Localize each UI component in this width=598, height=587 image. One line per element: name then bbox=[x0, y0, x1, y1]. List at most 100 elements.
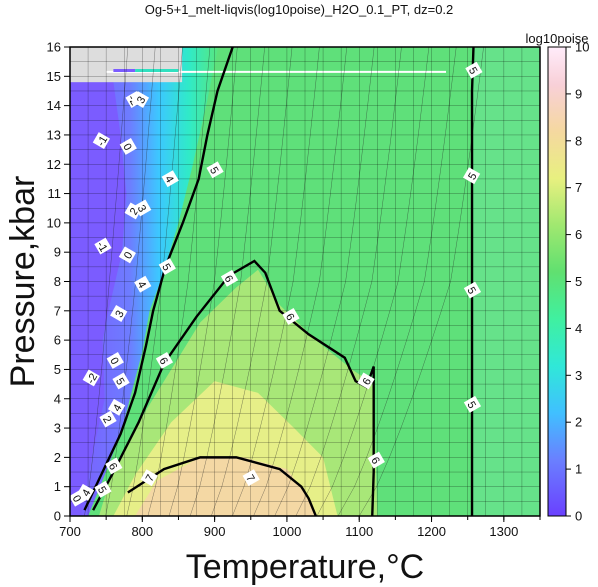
contour-label-text: 2 bbox=[128, 206, 141, 217]
contour-label-text: 6 bbox=[106, 461, 119, 472]
contour-label-text: 0 bbox=[70, 493, 83, 504]
contour-label-17: 6 bbox=[155, 351, 174, 369]
x-tick-label: 1000 bbox=[272, 524, 301, 539]
colorbar-tick-label: 7 bbox=[575, 180, 582, 195]
contour-label-12: 3 bbox=[110, 305, 128, 322]
x-tick-label: 1200 bbox=[417, 524, 446, 539]
contour-label-4: 4 bbox=[161, 170, 179, 188]
contour-label-text: 3 bbox=[135, 203, 148, 214]
contour-label-1: 0 bbox=[119, 137, 137, 155]
x-tick-label: 700 bbox=[59, 524, 81, 539]
contour-label-text: 0 bbox=[120, 142, 133, 153]
contour-label-23: 6 bbox=[105, 457, 123, 475]
contour-label-text: 7 bbox=[243, 473, 256, 484]
contour-label-3: 3 bbox=[131, 91, 150, 108]
contour-label-13: 6 bbox=[220, 269, 239, 287]
contour-label-20: 5 bbox=[112, 372, 130, 390]
contour-label-9: 0 bbox=[118, 246, 137, 264]
contour-label-text: 3 bbox=[113, 309, 126, 320]
axes: 700 800 900 1000 1100 1200 1300012345678910111… bbox=[47, 40, 541, 539]
y-tick-label: 15 bbox=[47, 69, 61, 84]
contour-label-15: 6 bbox=[357, 372, 375, 390]
contour-label-text: 5 bbox=[113, 376, 126, 387]
contour-7-2 bbox=[127, 456, 317, 516]
contour-label-text: 4 bbox=[80, 487, 93, 498]
y-tick-label: 9 bbox=[54, 245, 61, 260]
contour-label-text: 5 bbox=[464, 399, 477, 410]
y-tick-label: 6 bbox=[54, 333, 61, 348]
contour-label-text: 4 bbox=[162, 174, 175, 185]
contour-label-text: 5 bbox=[207, 165, 220, 176]
contour-label-text: 5 bbox=[466, 65, 479, 76]
contour-label-31: 5 bbox=[463, 281, 482, 299]
colorbar-tick-label: 10 bbox=[575, 40, 589, 55]
contour-label-26: 5 bbox=[94, 480, 112, 498]
contour-label-30: 5 bbox=[462, 167, 481, 185]
contour-label-5: 5 bbox=[206, 161, 224, 179]
contour-label-text: 6 bbox=[283, 312, 296, 323]
contour-label-28: 0 bbox=[69, 489, 87, 507]
y-tick-label: 8 bbox=[54, 274, 61, 289]
contour-label-text: 5 bbox=[95, 484, 108, 495]
contour-label-text: 6 bbox=[156, 355, 169, 366]
contour-label-14: 6 bbox=[282, 307, 300, 325]
contour-label-24: 7 bbox=[140, 469, 158, 487]
x-tick-label: 900 bbox=[204, 524, 226, 539]
contour-label-0: -1 bbox=[92, 132, 110, 149]
contour-label-text: 6 bbox=[368, 455, 381, 466]
y-tick-label: 5 bbox=[54, 362, 61, 377]
plot-area: -10-234523-1045366666-205426775405555700… bbox=[47, 40, 541, 539]
contour-label-text: 0 bbox=[107, 355, 120, 366]
y-tick-label: 0 bbox=[54, 509, 61, 524]
y-tick-label: 2 bbox=[54, 450, 61, 465]
y-tick-label: 14 bbox=[47, 98, 61, 113]
x-axis-label: Temperature,°C bbox=[186, 548, 424, 586]
contour-label-text: 3 bbox=[135, 95, 148, 106]
chart-title: Og-5+1_melt-liqvis(log10poise)_H2O_0.1_P… bbox=[145, 2, 454, 17]
field-nodata bbox=[70, 47, 183, 83]
contour-label-text: 7 bbox=[144, 473, 157, 484]
colorbar-tick-label: 2 bbox=[575, 415, 582, 430]
y-tick-label: 10 bbox=[47, 215, 61, 230]
contour-label-text: 6 bbox=[361, 376, 374, 387]
colorbar-tick-label: 6 bbox=[575, 227, 582, 242]
contour-label-16: 6 bbox=[367, 451, 385, 469]
colorbar-tick-label: 0 bbox=[575, 509, 582, 524]
contour-label-text: 6 bbox=[221, 273, 234, 284]
contour-label-text: 5 bbox=[159, 262, 172, 273]
contour-label-29: 5 bbox=[465, 61, 483, 79]
contour-label-25: 7 bbox=[242, 469, 260, 487]
colorbar-label: log10poise bbox=[526, 31, 589, 46]
y-tick-label: 7 bbox=[54, 303, 61, 318]
y-tick-label: 11 bbox=[48, 186, 62, 201]
contour-label-text: 4 bbox=[111, 402, 124, 413]
contour-label-8: -1 bbox=[94, 237, 112, 255]
colorbar-tick-label: 1 bbox=[575, 462, 582, 477]
y-tick-label: 1 bbox=[54, 479, 61, 494]
colorbar-tick-label: 9 bbox=[575, 86, 582, 101]
contour-label-text: 0 bbox=[122, 250, 135, 261]
contour-label-7: 3 bbox=[134, 199, 152, 217]
colorbar-gradient bbox=[547, 46, 567, 517]
y-tick-label: 16 bbox=[47, 40, 61, 55]
contour-5-0 bbox=[83, 47, 234, 511]
contour-label-text: 2 bbox=[100, 414, 113, 425]
y-tick-label: 3 bbox=[54, 421, 61, 436]
contour-label-21: 4 bbox=[107, 398, 126, 416]
colorbar-tick-label: 4 bbox=[575, 321, 582, 336]
y-axis-label: Pressure,kbar bbox=[4, 176, 42, 388]
contour-label-19: 0 bbox=[106, 351, 124, 369]
contour-label-10: 4 bbox=[134, 275, 152, 293]
y-tick-label: 13 bbox=[47, 127, 61, 142]
x-tick-label: 1300 bbox=[489, 524, 518, 539]
x-tick-label: 1100 bbox=[345, 524, 373, 539]
y-tick-label: 4 bbox=[54, 391, 61, 406]
contour-label-text: 5 bbox=[466, 171, 479, 182]
colorbar: 0 1 2 3 4 5 6 7 8 9 10 bbox=[547, 40, 589, 524]
colorbar-tick-label: 5 bbox=[575, 274, 582, 289]
x-tick-label: 800 bbox=[131, 524, 153, 539]
contour-label-32: 5 bbox=[463, 395, 482, 413]
contour-label-18: -2 bbox=[82, 369, 100, 387]
